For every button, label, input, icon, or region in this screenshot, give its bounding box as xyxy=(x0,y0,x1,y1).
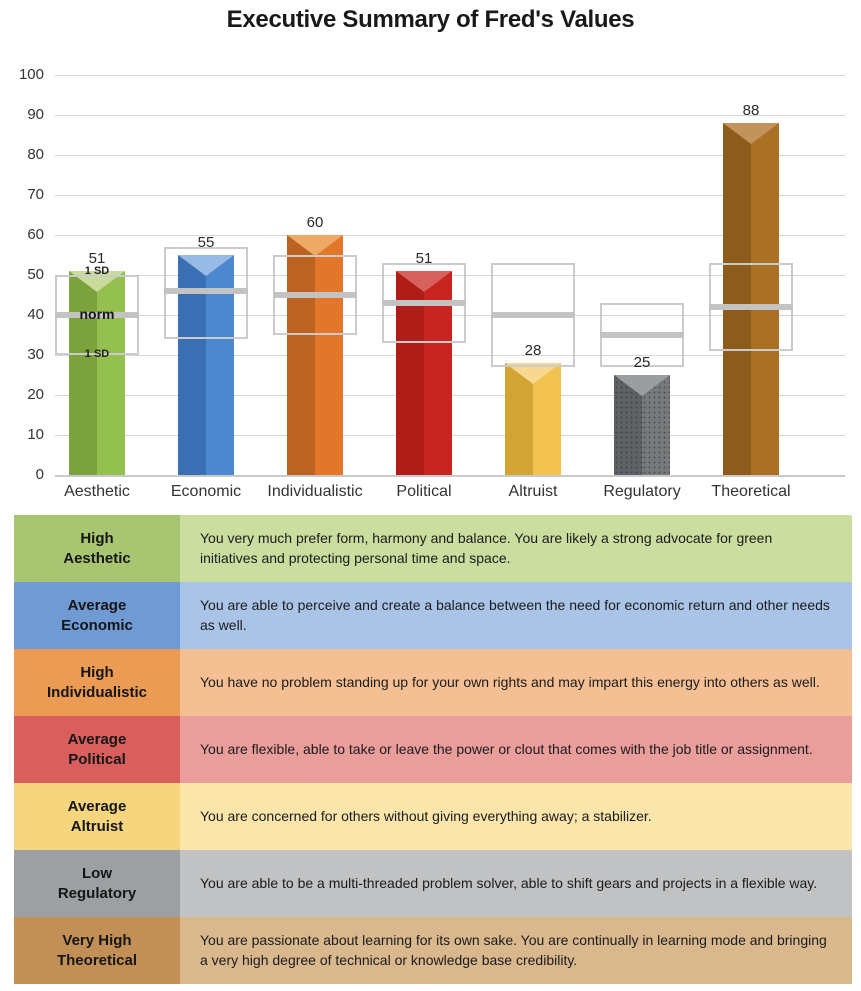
gridline-90 xyxy=(55,115,845,116)
summary-row-label: Very High Theoretical xyxy=(14,917,180,984)
rating-label: High xyxy=(80,664,114,681)
summary-row-label: High Aesthetic xyxy=(14,515,180,582)
x-axis-category-label: Economic xyxy=(170,483,242,500)
summary-row-description: You are concerned for others without giv… xyxy=(180,783,852,850)
rating-label: High xyxy=(80,530,114,547)
bar-altruist xyxy=(505,363,561,475)
trait-label: Individualistic xyxy=(46,683,148,701)
norm-line-individualistic xyxy=(273,292,357,298)
bar-individualistic xyxy=(287,235,343,475)
description-text: You have no problem standing up for your… xyxy=(200,673,820,690)
bar-left-face xyxy=(69,271,97,475)
x-axis-category-label: Individualistic xyxy=(267,483,363,500)
y-axis-tick-label: 100 xyxy=(18,66,44,83)
rating-label: Low xyxy=(82,865,112,882)
summary-row-aesthetic: High Aesthetic You very much prefer form, … xyxy=(14,515,852,582)
description-text: You are able to perceive and create a ba… xyxy=(200,596,830,633)
bar-value-label: 51 xyxy=(88,250,106,267)
summary-row-label: Average Altruist xyxy=(14,783,180,850)
plus-1sd-label: 1 SD xyxy=(84,265,110,277)
trait-label: Theoretical xyxy=(56,951,138,969)
y-axis-tick-label: 70 xyxy=(27,186,44,203)
norm-line-economic xyxy=(164,288,248,294)
y-axis-tick-label: 40 xyxy=(27,306,44,323)
minus-1sd-label: 1 SD xyxy=(84,348,110,360)
bar-value-label: 55 xyxy=(197,234,215,251)
summary-row-description: You very much prefer form, harmony and b… xyxy=(180,515,852,582)
y-axis-tick-label: 60 xyxy=(27,226,44,243)
summary-row-description: You have no problem standing up for your… xyxy=(180,649,852,716)
summary-row-description: You are able to be a multi-threaded prob… xyxy=(180,850,852,917)
bar-right-face xyxy=(315,235,343,475)
norm-line-altruist xyxy=(491,312,575,318)
summary-row-altruist: Average Altruist You are concerned for oth… xyxy=(14,783,852,850)
rating-label: Average xyxy=(67,798,127,815)
trait-label: Regulatory xyxy=(57,884,137,902)
bar-regulatory xyxy=(614,375,670,475)
bar-right-face xyxy=(97,271,125,475)
gridline-60 xyxy=(55,235,845,236)
x-axis-category-label: Aesthetic xyxy=(64,483,130,500)
y-axis-tick-label: 50 xyxy=(27,266,44,283)
bar-theoretical xyxy=(723,123,779,475)
description-text: You are flexible, able to take or leave … xyxy=(200,740,813,757)
summary-row-theoretical: Very High Theoretical You are passionate a… xyxy=(14,917,852,984)
x-axis-category-label: Altruist xyxy=(508,483,558,500)
y-axis-tick-label: 0 xyxy=(35,466,44,483)
summary-row-description: You are passionate about learning for it… xyxy=(180,917,852,984)
page-title: Executive Summary of Fred's Values xyxy=(226,6,635,33)
y-axis-tick-label: 10 xyxy=(27,426,44,443)
y-axis-tick-label: 80 xyxy=(27,146,44,163)
description-text: You are passionate about learning for it… xyxy=(200,931,827,968)
description-text: You very much prefer form, harmony and b… xyxy=(200,529,773,566)
summary-row-label: Low Regulatory xyxy=(14,850,180,917)
trait-label: Economic xyxy=(61,616,133,634)
bar-value-label: 25 xyxy=(633,354,651,371)
trait-label: Political xyxy=(68,750,126,768)
bar-value-label: 88 xyxy=(742,102,760,119)
bar-value-label: 60 xyxy=(306,214,324,231)
x-axis-category-label: Regulatory xyxy=(603,483,681,500)
gridline-100 xyxy=(55,75,845,76)
values-summary-table: High Aesthetic You very much prefer form, … xyxy=(14,515,852,984)
bar-value-label: 28 xyxy=(524,342,542,359)
norm-line-theoretical xyxy=(709,304,793,310)
x-axis-category-label: Political xyxy=(396,483,452,500)
y-axis-tick-label: 90 xyxy=(27,106,44,123)
summary-row-description: You are able to perceive and create a ba… xyxy=(180,582,852,649)
bar-left-face xyxy=(723,123,751,475)
summary-row-label: High Individualistic xyxy=(14,649,180,716)
norm-label: norm xyxy=(79,306,115,322)
trait-label: Altruist xyxy=(70,817,124,835)
rating-label: Average xyxy=(67,731,127,748)
bar-right-face xyxy=(533,363,561,475)
summary-row-individualistic: High Individualistic You have no problem s… xyxy=(14,649,852,716)
summary-row-economic: Average Economic You are able to perceive … xyxy=(14,582,852,649)
bar-left-face xyxy=(287,235,315,475)
description-text: You are able to be a multi-threaded prob… xyxy=(200,874,818,891)
norm-line-political xyxy=(382,300,466,306)
bar-right-face xyxy=(751,123,779,475)
summary-row-regulatory: Low Regulatory You are able to be a multi-… xyxy=(14,850,852,917)
bar-value-label: 51 xyxy=(415,250,433,267)
x-axis-line xyxy=(55,475,845,477)
bar-left-face xyxy=(505,363,533,475)
description-text: You are concerned for others without giv… xyxy=(200,807,652,824)
norm-line-aesthetic xyxy=(55,312,139,318)
summary-row-label: Average Political xyxy=(14,716,180,783)
gridline-70 xyxy=(55,195,845,196)
values-bar-chart: 0 10 20 30 40 50 60 70 80 90 100 51 Aesthetic 1 SD nor… xyxy=(0,55,861,515)
summary-row-label: Average Economic xyxy=(14,582,180,649)
rating-label: Average xyxy=(67,597,127,614)
summary-row-political: Average Political You are flexible, able t… xyxy=(14,716,852,783)
x-axis-category-label: Theoretical xyxy=(711,483,791,500)
y-axis-tick-label: 30 xyxy=(27,346,44,363)
gridline-80 xyxy=(55,155,845,156)
y-axis-tick-label: 20 xyxy=(27,386,44,403)
trait-label: Aesthetic xyxy=(63,549,131,567)
norm-line-regulatory xyxy=(600,332,684,338)
rating-label: Very High xyxy=(62,932,132,949)
summary-row-description: You are flexible, able to take or leave … xyxy=(180,716,852,783)
